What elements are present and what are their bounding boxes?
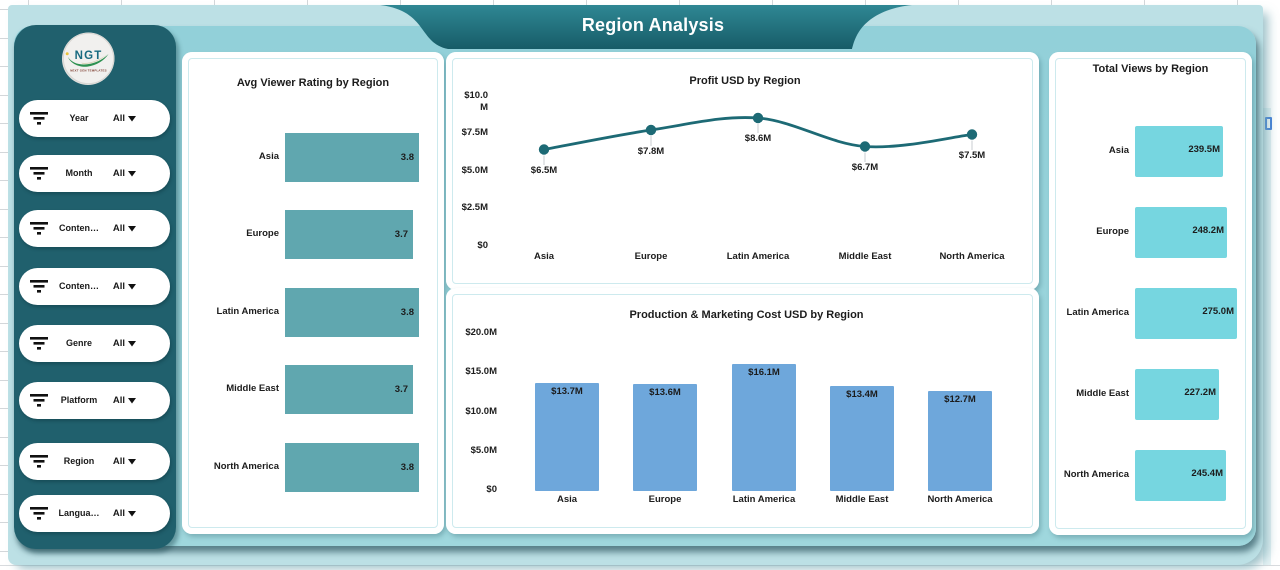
svg-text:NEXT GEN TEMPLATES: NEXT GEN TEMPLATES: [70, 69, 106, 73]
svg-text:NGT: NGT: [75, 50, 103, 62]
